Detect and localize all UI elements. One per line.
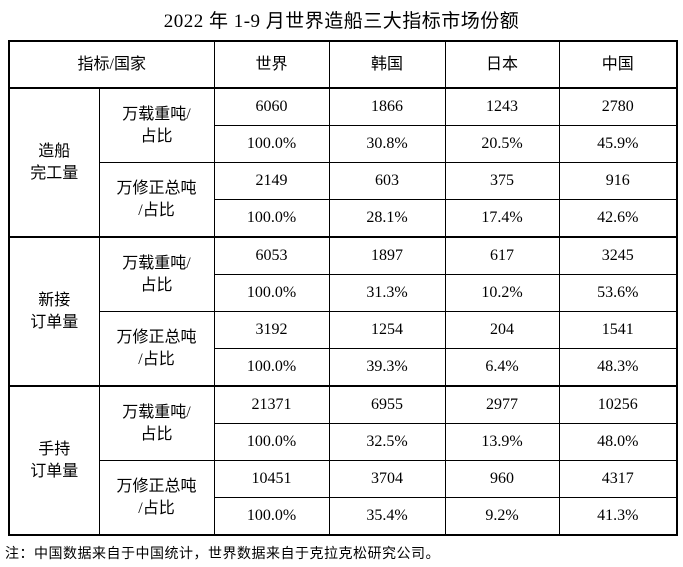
share-cell: 32.5% <box>328 423 446 461</box>
group-label-line1: 新接 <box>38 291 71 309</box>
header-cell-world: 世界 <box>213 40 330 89</box>
unit-label-line1: 万载重吨/ <box>122 254 191 272</box>
group-label-line2: 订单量 <box>30 313 79 331</box>
unit-label-line1: 万修正总吨 <box>116 179 197 197</box>
unit-label-line2: /占比 <box>138 201 175 219</box>
header-row: 指标/国家 世界 韩国 日本 中国 <box>8 40 678 89</box>
value-cell: 617 <box>444 236 560 275</box>
unit-label-line1: 万修正总吨 <box>116 477 197 495</box>
unit-label-cgt: 万修正总吨 /占比 <box>98 311 215 387</box>
share-cell: 100.0% <box>213 125 330 163</box>
page-title: 2022 年 1-9 月世界造船三大指标市场份额 <box>163 11 520 32</box>
table-row: 100.0% 28.1% 17.4% 42.6% <box>9 199 678 238</box>
value-cell: 603 <box>328 162 446 200</box>
table-row: 万修正总吨 /占比 2149 603 375 916 <box>9 162 678 238</box>
group-label-line1: 造船 <box>38 142 71 160</box>
table-row: 造船 完工量 万载重吨/ 占比 6060 1866 1243 2780 <box>8 87 678 238</box>
group-label-completions: 造船 完工量 <box>8 87 100 238</box>
unit-label-line2: /占比 <box>138 350 175 368</box>
market-share-table: 指标/国家 世界 韩国 日本 中国 造船 完工量 万载重吨/ 占比 6060 1… <box>8 40 679 536</box>
value-cell: 916 <box>558 162 678 200</box>
value-cell: 1243 <box>444 87 560 126</box>
share-cell: 35.4% <box>328 497 446 536</box>
share-cell: 48.3% <box>558 348 678 387</box>
share-cell: 100.0% <box>213 497 330 536</box>
unit-label-dwt: 万载重吨/ 占比 <box>98 236 215 312</box>
header-cell-china: 中国 <box>558 40 678 89</box>
share-cell: 20.5% <box>444 125 560 163</box>
table-row: 新接 订单量 万载重吨/ 占比 6053 1897 617 3245 <box>8 236 678 387</box>
share-cell: 48.0% <box>558 423 678 461</box>
table-row: 万修正总吨 /占比 10451 3704 960 4317 <box>9 460 678 536</box>
share-cell: 100.0% <box>213 348 330 387</box>
group-label-order-backlog: 手持 订单量 <box>8 385 100 536</box>
value-cell: 2149 <box>213 162 330 200</box>
group-label-line1: 手持 <box>38 440 71 458</box>
value-cell: 3245 <box>558 236 678 275</box>
share-cell: 41.3% <box>558 497 678 536</box>
share-cell: 100.0% <box>213 423 330 461</box>
value-cell: 2977 <box>444 385 560 424</box>
unit-label-line2: 占比 <box>140 127 173 145</box>
unit-label-line2: 占比 <box>140 276 173 294</box>
unit-label-line2: /占比 <box>138 499 175 517</box>
share-cell: 13.9% <box>444 423 560 461</box>
table-row: 100.0% 30.8% 20.5% 45.9% <box>9 125 678 163</box>
value-cell: 4317 <box>558 460 678 498</box>
share-cell: 42.6% <box>558 199 678 238</box>
value-cell: 6053 <box>213 236 330 275</box>
table-row: 手持 订单量 万载重吨/ 占比 21371 6955 2977 10256 <box>8 385 678 536</box>
share-cell: 28.1% <box>328 199 446 238</box>
value-cell: 204 <box>444 311 560 349</box>
header-cell-indicator-country: 指标/国家 <box>8 40 215 89</box>
unit-label-line1: 万载重吨/ <box>122 105 191 123</box>
value-cell: 375 <box>444 162 560 200</box>
value-cell: 1254 <box>328 311 446 349</box>
table-row: 100.0% 31.3% 10.2% 53.6% <box>9 274 678 312</box>
value-cell: 3704 <box>328 460 446 498</box>
share-cell: 10.2% <box>444 274 560 312</box>
footnote: 注：中国数据来自于中国统计，世界数据来自于克拉克松研究公司。 <box>5 545 440 561</box>
share-cell: 53.6% <box>558 274 678 312</box>
unit-label-cgt: 万修正总吨 /占比 <box>98 460 215 536</box>
unit-label-line1: 万载重吨/ <box>122 403 191 421</box>
table-row: 100.0% 32.5% 13.9% 48.0% <box>9 423 678 461</box>
unit-label-dwt: 万载重吨/ 占比 <box>98 87 215 163</box>
share-cell: 45.9% <box>558 125 678 163</box>
unit-label-line2: 占比 <box>140 425 173 443</box>
unit-label-dwt: 万载重吨/ 占比 <box>98 385 215 461</box>
share-cell: 30.8% <box>328 125 446 163</box>
table-row: 100.0% 35.4% 9.2% 41.3% <box>9 497 678 536</box>
share-cell: 100.0% <box>213 274 330 312</box>
group-label-new-orders: 新接 订单量 <box>8 236 100 387</box>
unit-label-cgt: 万修正总吨 /占比 <box>98 162 215 238</box>
value-cell: 6060 <box>213 87 330 126</box>
group-label-line2: 完工量 <box>30 164 79 182</box>
value-cell: 21371 <box>213 385 330 424</box>
value-cell: 1897 <box>328 236 446 275</box>
value-cell: 1541 <box>558 311 678 349</box>
value-cell: 10451 <box>213 460 330 498</box>
header-cell-korea: 韩国 <box>328 40 446 89</box>
value-cell: 2780 <box>558 87 678 126</box>
table-row: 万修正总吨 /占比 3192 1254 204 1541 <box>9 311 678 387</box>
unit-label-line1: 万修正总吨 <box>116 328 197 346</box>
group-label-line2: 订单量 <box>30 462 79 480</box>
header-cell-japan: 日本 <box>444 40 560 89</box>
value-cell: 6955 <box>328 385 446 424</box>
table-row: 100.0% 39.3% 6.4% 48.3% <box>9 348 678 387</box>
share-cell: 6.4% <box>444 348 560 387</box>
share-cell: 9.2% <box>444 497 560 536</box>
value-cell: 1866 <box>328 87 446 126</box>
value-cell: 10256 <box>558 385 678 424</box>
value-cell: 960 <box>444 460 560 498</box>
share-cell: 31.3% <box>328 274 446 312</box>
share-cell: 100.0% <box>213 199 330 238</box>
share-cell: 17.4% <box>444 199 560 238</box>
value-cell: 3192 <box>213 311 330 349</box>
share-cell: 39.3% <box>328 348 446 387</box>
